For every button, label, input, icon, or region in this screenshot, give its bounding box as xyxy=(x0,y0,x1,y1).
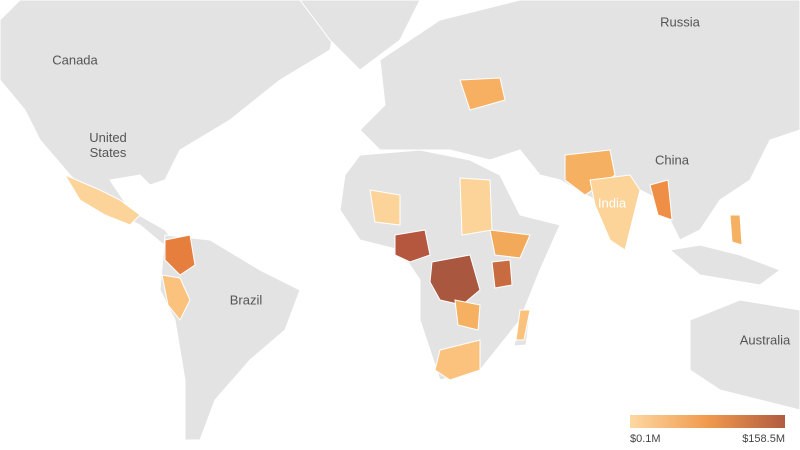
legend-label: $0.1M xyxy=(630,433,661,445)
legend-gradient xyxy=(630,415,785,428)
shaded-countries xyxy=(63,77,743,381)
country-label: United States xyxy=(89,130,127,160)
legend-label: $158.5M xyxy=(742,433,785,445)
country-label: Russia xyxy=(660,14,700,30)
country-label: Australia xyxy=(739,332,791,348)
country-label: India xyxy=(597,195,627,211)
country-label: Canada xyxy=(52,52,98,68)
country-label: China xyxy=(655,152,689,168)
country-label: Brazil xyxy=(229,292,263,308)
